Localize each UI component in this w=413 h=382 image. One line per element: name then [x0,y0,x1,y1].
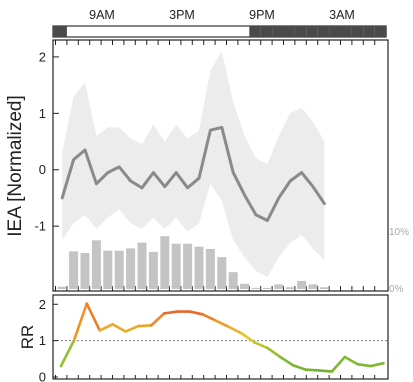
iea-y-tick-label: -1 [34,219,46,234]
rr-line-segment [291,364,308,372]
dark-phase-segment [340,26,352,37]
dark-phase-segment [294,26,307,37]
activity-bar [171,243,181,289]
rr-line-segment [240,332,256,344]
activity-bar [194,246,204,289]
iea-ticks-bottom [55,286,376,291]
rr-line-segment [304,368,321,372]
dark-phase-segment [249,26,261,37]
time-tick-label: 9PM [249,8,275,22]
activity-bar [103,250,113,289]
rr-y-axis: 2 1 0 [39,297,58,382]
activity-bar [205,248,215,289]
rr-y-tick-label: 1 [39,333,46,348]
dark-phase-segment [329,26,341,37]
rr-y-axis-title: RR [18,325,37,350]
iea-plot-frame [52,39,389,292]
rr-line [59,302,385,373]
activity-bar [308,284,318,289]
rr-line-segment [214,319,230,329]
activity-bar [126,248,136,289]
rr-plot-frame [52,294,389,380]
dark-phase-segment [53,26,67,37]
iea-y-axis: 2 1 0 -1 [34,49,59,234]
rr-y-tick-label: 2 [39,297,46,312]
time-tick-label: 9AM [89,8,115,22]
activity-bar [228,272,238,289]
rr-line-segment [343,355,360,366]
iea-mean-line [60,125,326,222]
activity-bar [137,242,147,289]
dark-phase-segment [363,26,375,37]
rr-y-tick-label: 0 [39,370,46,382]
iea-y-tick-label: 0 [39,162,46,177]
rr-line-segment [124,324,140,333]
activity-bar [285,287,295,289]
dark-phase-segment [306,26,318,37]
iea-y-axis-title: IEA [Normalized] [5,95,26,237]
activity-bar [80,253,90,289]
activity-axis-label-10: 10% [389,227,409,238]
time-tick-labels: 9AM 3PM 9PM 3AM [89,8,355,22]
rr-line-segment [266,346,282,359]
iea-panel: 2 1 0 -1 IEA [Normalized] 10% 0% [5,39,409,295]
rr-panel: 2 1 0 RR [18,294,389,382]
activity-bar [262,287,272,289]
dark-phase-segment [317,26,330,37]
activity-bar [183,243,193,289]
rr-line-segment [330,355,347,373]
time-tick-label: 3PM [169,8,195,22]
activity-axis-label-0: 0% [389,284,404,295]
iea-ticks-top [55,40,376,45]
rr-line-segment [188,310,205,316]
activity-bar [114,250,124,289]
rr-line-segment [59,339,76,368]
rr-line-segment [150,312,166,327]
activity-bar [251,287,261,289]
dark-phase-segment [260,26,273,37]
iea-sd-band [62,51,325,277]
rr-line-segment [356,362,372,368]
dark-phase-segment [272,26,284,37]
rr-line-segment [201,313,218,322]
activity-bar [319,287,329,289]
rr-line-segment [162,310,179,315]
iea-y-tick-label: 1 [39,106,46,121]
activity-bar [274,284,284,289]
dark-phase-segment [351,26,364,37]
activity-bar [148,251,158,289]
rr-ticks-bottom [55,375,376,379]
activity-bars [57,236,329,289]
rr-line-segment [72,302,89,342]
rr-line-segment [111,322,127,333]
rr-line-segment [317,369,334,373]
rr-line-segment [98,322,114,332]
iea-y-tick-label: 2 [39,49,46,64]
rr-line-segment [253,341,269,350]
rr-line-segment [227,325,243,335]
dark-phase-segment [283,26,295,37]
rr-line-segment [137,324,153,328]
light-dark-bar [52,25,387,38]
activity-bar [217,257,227,289]
rr-line-segment [278,355,295,367]
activity-bar [240,283,250,289]
rr-line-segment [85,302,101,332]
activity-bar [91,240,101,289]
rr-line-segment [369,361,385,368]
activity-bar [69,251,79,289]
dark-phase-segment [374,26,387,37]
activity-bar [297,280,307,289]
activity-bar [160,236,170,289]
time-tick-label: 3AM [329,8,355,22]
activity-bar [57,286,67,289]
